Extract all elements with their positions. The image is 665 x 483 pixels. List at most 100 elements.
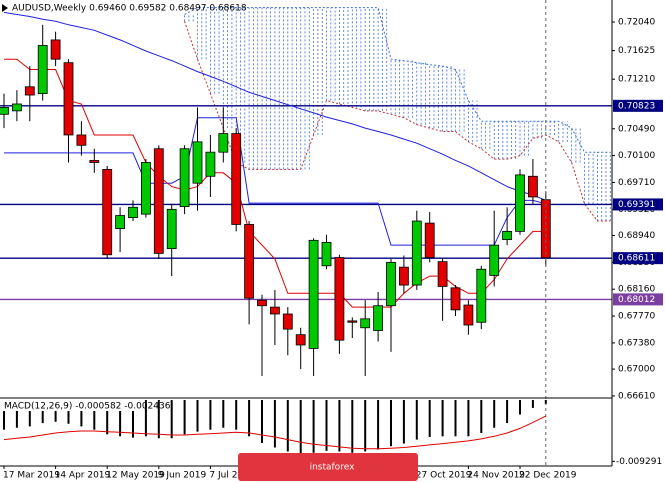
macd-label-bg xyxy=(2,400,134,411)
y-tick-label: 0.68940 xyxy=(618,231,655,241)
level-label-bg xyxy=(613,293,663,306)
indicator-line xyxy=(3,11,546,201)
candle-body xyxy=(424,222,435,258)
macd-bar xyxy=(325,399,328,451)
macd-bar xyxy=(106,399,109,435)
candle-body xyxy=(115,215,125,230)
watermark: instaforex xyxy=(310,463,355,473)
y-tick-label: 0.69710 xyxy=(618,178,655,188)
macd-bar xyxy=(235,399,238,430)
indicator-line xyxy=(184,7,611,153)
candle-body xyxy=(76,134,87,146)
candle-body xyxy=(295,334,306,346)
macd-bar xyxy=(312,399,315,453)
macd-bar xyxy=(364,399,367,452)
macd-bar xyxy=(390,399,392,447)
candle-body xyxy=(50,39,61,60)
macd-bar xyxy=(41,399,44,424)
macd-bar xyxy=(286,399,289,452)
macd-bar xyxy=(248,399,251,437)
candle-body xyxy=(11,103,22,112)
macd-bar xyxy=(273,399,276,448)
macd-bar xyxy=(170,399,173,439)
macd-bar xyxy=(480,399,483,433)
y-tick-label: 0.66610 xyxy=(618,391,655,401)
candle-body xyxy=(218,133,229,153)
candle-body xyxy=(515,174,525,232)
level-label: 0.70823 xyxy=(618,101,655,111)
y-tick-label: 0.67000 xyxy=(618,365,655,375)
x-tick-label: 24 Nov 2019 xyxy=(467,471,525,481)
candle-body xyxy=(373,305,384,331)
x-tick-label: 27 Oct 2019 xyxy=(416,471,472,481)
candle-body xyxy=(102,168,113,256)
candle-body xyxy=(463,304,474,326)
macd-bar xyxy=(402,399,405,444)
y-tick-label: 0.71625 xyxy=(618,46,655,56)
chart-title: AUDUSD,Weekly 0.69460 0.69582 0.68497 0.… xyxy=(12,4,247,14)
candle-body xyxy=(386,261,396,307)
candle-body xyxy=(269,306,280,315)
y-tick-label: 0.68160 xyxy=(618,285,655,295)
macd-bar xyxy=(299,399,302,455)
macd-bar xyxy=(415,399,418,440)
candle-body xyxy=(282,313,293,330)
macd-bar xyxy=(506,399,509,424)
candle-body xyxy=(37,45,48,95)
macd-bar xyxy=(93,399,96,430)
candle-body xyxy=(502,230,513,241)
macd-bar xyxy=(519,399,521,415)
candle-body xyxy=(140,162,151,215)
macd-bar xyxy=(454,399,457,437)
candle-body xyxy=(153,148,164,254)
macd-bar xyxy=(377,399,380,450)
candle-body xyxy=(334,257,345,341)
candle-body xyxy=(89,160,100,163)
candle-body xyxy=(257,299,267,307)
candle-body xyxy=(166,208,177,249)
y-tick-label: 0.67380 xyxy=(618,338,655,348)
level-label-bg xyxy=(613,198,663,211)
macd-bar xyxy=(261,399,263,443)
x-tick-label: 14 Apr 2019 xyxy=(55,471,111,481)
candle-body xyxy=(360,318,371,329)
macd-bar xyxy=(157,399,160,439)
candle-body xyxy=(450,287,461,311)
candle-body xyxy=(192,141,203,184)
candle-body xyxy=(128,206,138,218)
macd-bar xyxy=(144,399,147,437)
candle-body xyxy=(0,107,9,115)
candle-body xyxy=(179,148,190,207)
macd-bar xyxy=(544,399,547,404)
macd-bar xyxy=(80,399,83,427)
macd-bar xyxy=(222,399,225,428)
x-tick-label: 9 Jun 2019 xyxy=(158,471,207,481)
candle-body xyxy=(308,239,319,349)
macd-bar xyxy=(351,399,354,453)
candle-body xyxy=(437,261,448,287)
candle-body xyxy=(398,266,409,286)
x-tick-label: 22 Dec 2019 xyxy=(519,471,577,481)
plot xyxy=(0,7,612,376)
macd-bar xyxy=(119,399,122,437)
macd-bar xyxy=(338,399,341,452)
y-tick-label: -0.009291 xyxy=(616,457,662,467)
macd-bar xyxy=(67,399,70,424)
level-label: 0.68012 xyxy=(618,295,655,305)
candle-body xyxy=(347,320,358,323)
macd-bar xyxy=(428,399,431,437)
macd-bar xyxy=(531,399,534,408)
x-tick-label: 17 Mar 2019 xyxy=(3,471,60,481)
y-tick-label: 0.72040 xyxy=(618,18,655,28)
macd-bar xyxy=(183,399,186,435)
macd-bar xyxy=(15,399,18,428)
candle-body xyxy=(476,268,487,323)
macd-bar xyxy=(132,399,134,438)
level-label-bg xyxy=(613,99,663,112)
signal-line xyxy=(3,415,547,450)
macd-bar xyxy=(196,399,199,432)
x-tick-label: 12 May 2019 xyxy=(106,471,165,481)
macd-label: MACD(12,26,9) -0.000582 -0.002436 xyxy=(4,402,171,412)
